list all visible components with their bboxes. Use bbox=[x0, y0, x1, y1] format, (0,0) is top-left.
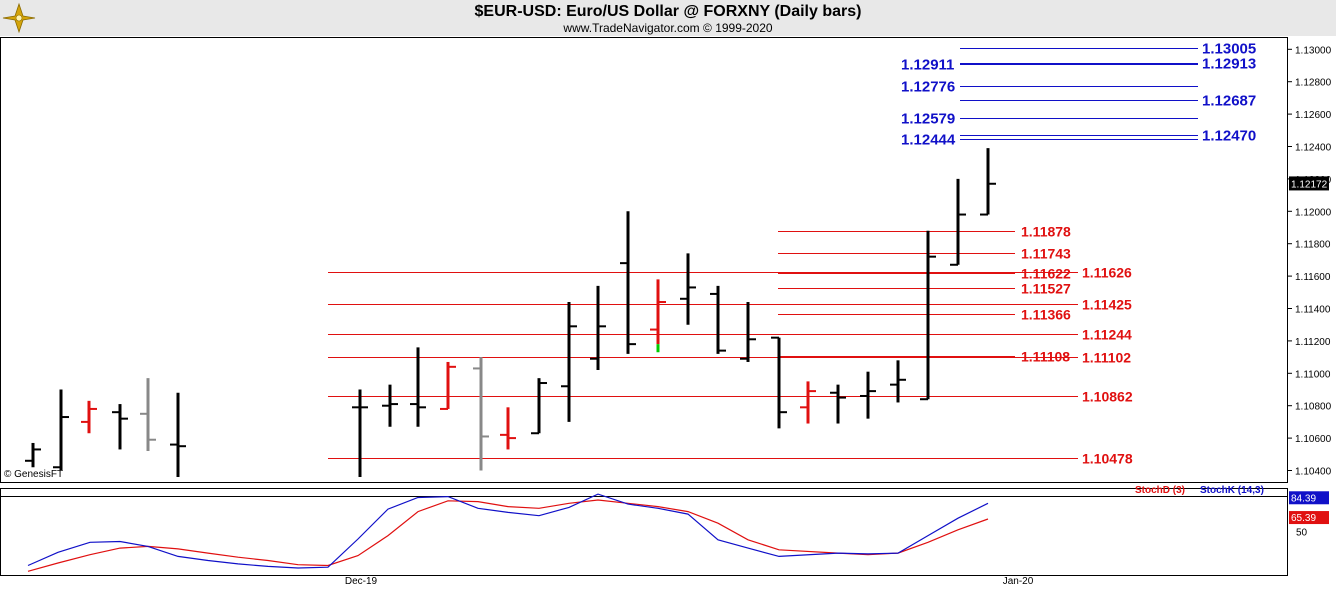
x-tick-label: Dec-19 bbox=[345, 576, 378, 587]
ohlc-bar bbox=[561, 302, 577, 422]
stochk-legend: StochK (14,3) bbox=[1200, 485, 1264, 496]
ohlc-bar bbox=[81, 400, 97, 434]
support-level-label: 1.11102 bbox=[1082, 350, 1131, 366]
y-tick-label: 1.12000 bbox=[1295, 207, 1332, 218]
last-price-tag bbox=[1289, 176, 1329, 191]
ohlc-bar bbox=[771, 336, 787, 429]
ohlc-bar bbox=[53, 389, 69, 471]
ohlc-bar bbox=[680, 253, 696, 325]
resistance-level-label: 1.13005 bbox=[1202, 41, 1256, 58]
ohlc-bar bbox=[112, 404, 128, 450]
support-level-label: 1.11527 bbox=[1021, 281, 1071, 297]
resistance-level-label: 1.12911 bbox=[901, 57, 954, 74]
y-tick-label: 1.12600 bbox=[1295, 110, 1332, 121]
support-level-label: 1.11108 bbox=[1021, 349, 1070, 365]
ohlc-bar bbox=[800, 381, 816, 424]
support-level-label: 1.11743 bbox=[1021, 246, 1071, 262]
y-tick-label: 1.10800 bbox=[1295, 402, 1332, 413]
support-level-label: 1.11622 bbox=[1021, 266, 1071, 282]
x-tick-label: Jan-20 bbox=[1003, 576, 1034, 587]
ohlc-bar bbox=[140, 378, 156, 452]
stochk-value-tag bbox=[1289, 491, 1329, 505]
ohlc-bar bbox=[25, 442, 41, 468]
resistance-level-label: 1.12687 bbox=[1202, 93, 1256, 110]
stochk-value-label: 84.39 bbox=[1291, 493, 1316, 504]
y-tick-label: 1.11200 bbox=[1295, 337, 1331, 348]
ohlc-bar bbox=[650, 279, 666, 345]
ohlc-bar bbox=[620, 211, 636, 354]
ohlc-bar bbox=[531, 378, 547, 435]
chart-title: $EUR-USD: Euro/US Dollar @ FORXNY (Daily… bbox=[474, 3, 862, 20]
support-level-label: 1.11366 bbox=[1021, 307, 1071, 323]
resistance-level-label: 1.12579 bbox=[901, 111, 955, 128]
resistance-level-label: 1.12913 bbox=[1202, 56, 1256, 73]
y-tick-label: 1.11400 bbox=[1295, 305, 1331, 316]
support-level-label: 1.11244 bbox=[1082, 327, 1132, 343]
chart-subtitle: www.TradeNavigator.com © 1999-2020 bbox=[563, 21, 773, 35]
ohlc-bar bbox=[860, 371, 876, 419]
ohlc-bar bbox=[473, 357, 489, 471]
ohlc-bar bbox=[710, 285, 726, 354]
y-tick-label: 1.11600 bbox=[1295, 272, 1331, 283]
resistance-level-label: 1.12776 bbox=[901, 79, 955, 96]
y-tick-label: 1.10400 bbox=[1295, 467, 1332, 478]
y-tick-label: 1.13000 bbox=[1295, 45, 1332, 56]
ohlc-bar bbox=[890, 360, 906, 403]
ohlc-bar bbox=[352, 389, 368, 477]
ohlc-bar bbox=[830, 384, 846, 424]
y-tick-label: 1.11800 bbox=[1295, 240, 1331, 251]
y-tick-label: 1.12800 bbox=[1295, 78, 1332, 89]
resistance-level-label: 1.12444 bbox=[901, 132, 956, 149]
ohlc-bar bbox=[440, 361, 456, 410]
stochastic-panel-frame bbox=[0, 488, 1288, 576]
watermark: © GenesisFT bbox=[4, 469, 64, 480]
y-tick-label: 1.11000 bbox=[1295, 369, 1331, 380]
support-level-label: 1.10478 bbox=[1082, 451, 1133, 467]
ohlc-bar bbox=[382, 384, 398, 427]
ohlc-bar bbox=[410, 347, 426, 427]
ohlc-bar bbox=[590, 285, 606, 371]
resistance-level-label: 1.12470 bbox=[1202, 128, 1256, 145]
support-level-label: 1.10862 bbox=[1082, 389, 1133, 405]
stochk-line bbox=[27, 493, 989, 569]
stochd-legend: StochD (3) bbox=[1135, 485, 1185, 496]
ohlc-bar bbox=[740, 302, 756, 362]
support-level-label: 1.11425 bbox=[1082, 297, 1132, 313]
chart-header bbox=[0, 0, 1336, 36]
ohlc-bar bbox=[980, 148, 996, 216]
last-price-label: 1.12172 bbox=[1291, 179, 1328, 190]
stochd-line bbox=[27, 499, 989, 572]
y-tick-label: 1.10600 bbox=[1295, 434, 1332, 445]
stochd-value-tag bbox=[1289, 511, 1329, 525]
stoch-y-tick-label: 50 bbox=[1296, 528, 1308, 539]
ohlc-bar bbox=[950, 178, 966, 266]
ohlc-bar bbox=[170, 392, 186, 477]
compass-logo-icon bbox=[2, 2, 36, 34]
support-level-label: 1.11878 bbox=[1021, 224, 1071, 240]
support-level-label: 1.11626 bbox=[1082, 265, 1132, 281]
price-panel-frame bbox=[0, 37, 1288, 483]
ohlc-bar bbox=[500, 407, 516, 450]
y-tick-label: 1.12400 bbox=[1295, 143, 1332, 154]
stochd-value-label: 65.39 bbox=[1291, 513, 1316, 524]
ohlc-bar bbox=[920, 230, 936, 401]
